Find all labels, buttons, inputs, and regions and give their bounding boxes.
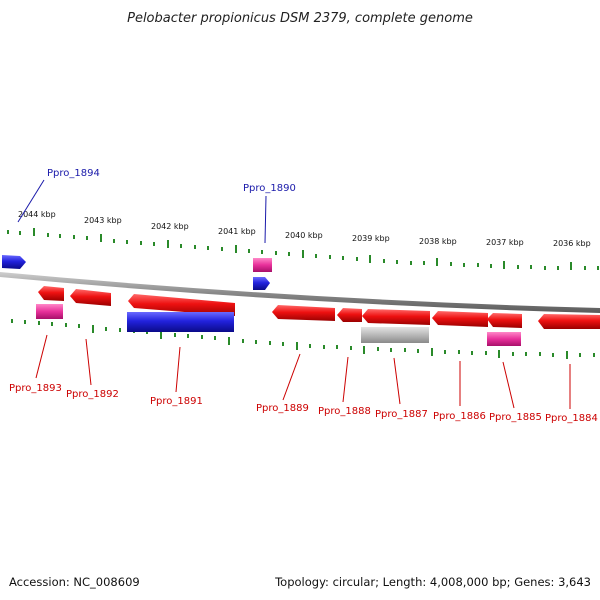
gene-arrow-ppro-1888[interactable] — [337, 308, 362, 322]
scale-labels: 2044 kbp 2043 kbp 2042 kbp 2041 kbp 2040… — [18, 210, 591, 248]
genome-summary-text: Topology: circular; Length: 4,008,000 bp… — [274, 575, 591, 589]
gene-arrow-ppro-1884[interactable] — [538, 314, 600, 329]
gene-labels: Ppro_1894 Ppro_1890 Ppro_1893 Ppro_1892 … — [9, 168, 598, 424]
gene-label-ppro-1884[interactable]: Ppro_1884 — [545, 413, 598, 424]
rna-feature[interactable] — [253, 258, 272, 272]
gene-arrow-ppro-1886[interactable] — [432, 311, 488, 327]
accession-text: Accession: NC_008609 — [9, 575, 140, 589]
scale-label: 2036 kbp — [553, 239, 591, 248]
callout-lines — [17, 179, 571, 409]
gene-arrow-ppro-1893[interactable] — [38, 286, 64, 301]
scale-label: 2039 kbp — [352, 234, 390, 243]
gene-arrow-ppro-1890[interactable] — [253, 277, 270, 290]
gene-label-ppro-1889[interactable]: Ppro_1889 — [256, 403, 309, 414]
rna-feature-ppro-1893[interactable] — [36, 304, 63, 319]
gene-arrow-ppro-1891-upper[interactable] — [128, 294, 235, 316]
rna-feature-ppro-1885[interactable] — [487, 332, 521, 346]
gene-arrow-ppro-1892[interactable] — [70, 289, 111, 306]
gene-arrow-ppro-1885[interactable] — [487, 313, 522, 328]
gene-arrow-ppro-1894[interactable] — [2, 255, 26, 269]
scale-label: 2038 kbp — [419, 237, 457, 246]
gene-label-ppro-1886[interactable]: Ppro_1886 — [433, 411, 486, 422]
scale-label: 2040 kbp — [285, 231, 323, 240]
gene-arrow-ppro-1887[interactable] — [362, 309, 430, 325]
gene-block-ppro-1891[interactable] — [127, 312, 234, 332]
gene-label-ppro-1888[interactable]: Ppro_1888 — [318, 406, 371, 417]
gene-label-ppro-1887[interactable]: Ppro_1887 — [375, 409, 428, 420]
gene-label-ppro-1892[interactable]: Ppro_1892 — [66, 389, 119, 400]
lower-tick-row — [11, 319, 595, 359]
forward-strand-features — [36, 286, 600, 346]
pseudo-feature-ppro-1887[interactable] — [361, 327, 429, 343]
scale-label: 2037 kbp — [486, 238, 524, 247]
scale-label: 2043 kbp — [84, 216, 122, 225]
scale-label: 2042 kbp — [151, 222, 189, 231]
genome-backbone — [0, 272, 600, 313]
upper-tick-row — [7, 228, 599, 270]
gene-label-ppro-1891[interactable]: Ppro_1891 — [150, 396, 203, 407]
gene-label-ppro-1885[interactable]: Ppro_1885 — [489, 412, 542, 423]
scale-label: 2041 kbp — [218, 227, 256, 236]
gene-label-ppro-1893[interactable]: Ppro_1893 — [9, 383, 62, 394]
map-title: Pelobacter propionicus DSM 2379, complet… — [127, 11, 473, 26]
scale-label: 2044 kbp — [18, 210, 56, 219]
reverse-strand-features — [2, 255, 272, 290]
gene-arrow-ppro-1889[interactable] — [272, 305, 335, 321]
gene-label-ppro-1894[interactable]: Ppro_1894 — [47, 168, 100, 179]
gene-label-ppro-1890[interactable]: Ppro_1890 — [243, 183, 296, 194]
